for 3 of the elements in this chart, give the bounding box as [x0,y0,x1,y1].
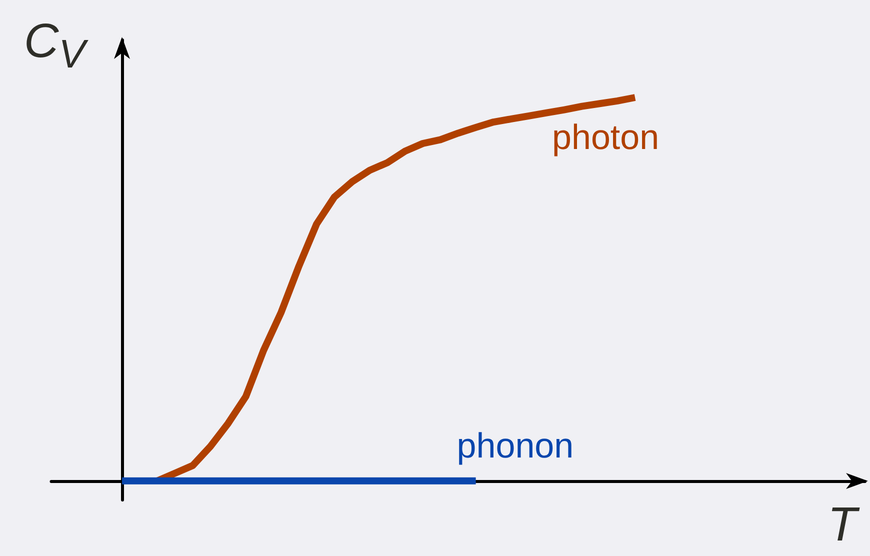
series-label: photon [552,118,660,157]
series-label: phonon [456,426,574,466]
x-axis-title: T [828,498,861,552]
